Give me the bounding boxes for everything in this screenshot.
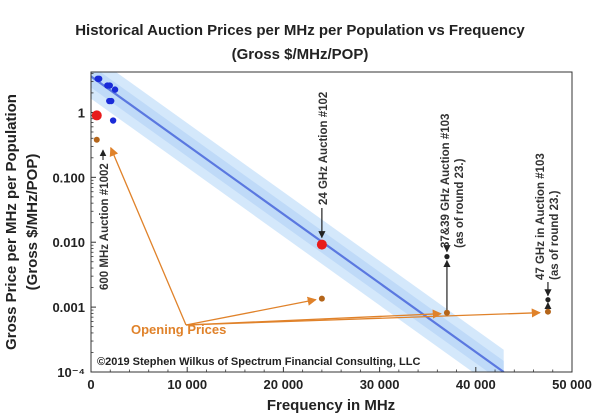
opening-arrow-24ghz: [185, 296, 317, 326]
y-tick-label: 0.001: [52, 300, 85, 315]
y-axis-ticks: 1 0.100 0.010 0.001 10⁻⁴: [52, 72, 96, 380]
current-price-point: [444, 254, 450, 260]
chart-subtitle: (Gross $/MHz/POP): [231, 46, 369, 63]
current-price-point: [545, 297, 551, 303]
x-tick-label: 0: [87, 377, 94, 392]
opening-arrow-47ghz: [185, 308, 541, 326]
y-tick-label: 1: [78, 105, 85, 120]
x-tick-label: 50 000: [552, 377, 592, 392]
plot-frame: [90, 71, 573, 373]
opening-prices-label: Opening Prices: [131, 322, 226, 337]
x-axis-ticks: 0 10 000 20 000 30 000 40 000 50 000: [87, 367, 592, 392]
chart-title: Historical Auction Prices per MHz per Po…: [75, 22, 525, 39]
opening-arrow-600mhz: [109, 146, 187, 326]
opening-price-point: [318, 295, 325, 302]
annotation-37ghz-line2: (as of round 23.): [454, 158, 466, 248]
x-tick-label: 40 000: [456, 377, 496, 392]
x-tick-label: 30 000: [360, 377, 400, 392]
annotation-47ghz-line2: (as of round 23.): [549, 190, 561, 280]
y-tick-label: 0.100: [52, 170, 85, 185]
annotation-600mhz: 600 MHz Auction #1002: [99, 163, 111, 290]
y-axis-label-line2: (Gross $/MHz/POP): [24, 154, 41, 291]
historical-auction-point: [109, 117, 117, 124]
opening-price-point: [93, 136, 100, 143]
historical-auction-point: [111, 86, 119, 93]
opening-price-point: [443, 309, 450, 316]
copyright-notice: ©2019 Stephen Wilkus of Spectrum Financi…: [97, 356, 420, 368]
x-axis-label: Frequency in MHz: [267, 397, 395, 414]
historical-auction-point: [106, 82, 113, 89]
y-tick-label: 10⁻⁴: [57, 365, 85, 380]
annotation-47ghz-line1: 47 GHz in Auction #103: [535, 153, 547, 280]
historical-auction-point: [108, 97, 115, 105]
y-axis-label-line1: Gross Price per MHz per Population: [3, 94, 20, 350]
highlight-auction-point: [91, 110, 102, 121]
annotation-37ghz-line1: 37&39 GHz Auction #103: [440, 114, 452, 248]
points-layer: [91, 75, 551, 316]
fit-line-layer: [91, 75, 505, 372]
x-tick-label: 10 000: [167, 377, 207, 392]
fit-line: [91, 75, 505, 372]
highlight-auction-point: [316, 239, 327, 250]
annotation-24ghz: 24 GHz Auction #102: [318, 92, 330, 205]
historical-auction-point: [95, 75, 103, 82]
annotation-lines: [99, 146, 552, 326]
y-tick-label: 0.010: [52, 235, 85, 250]
opening-price-point: [544, 308, 551, 315]
x-tick-label: 20 000: [264, 377, 304, 392]
